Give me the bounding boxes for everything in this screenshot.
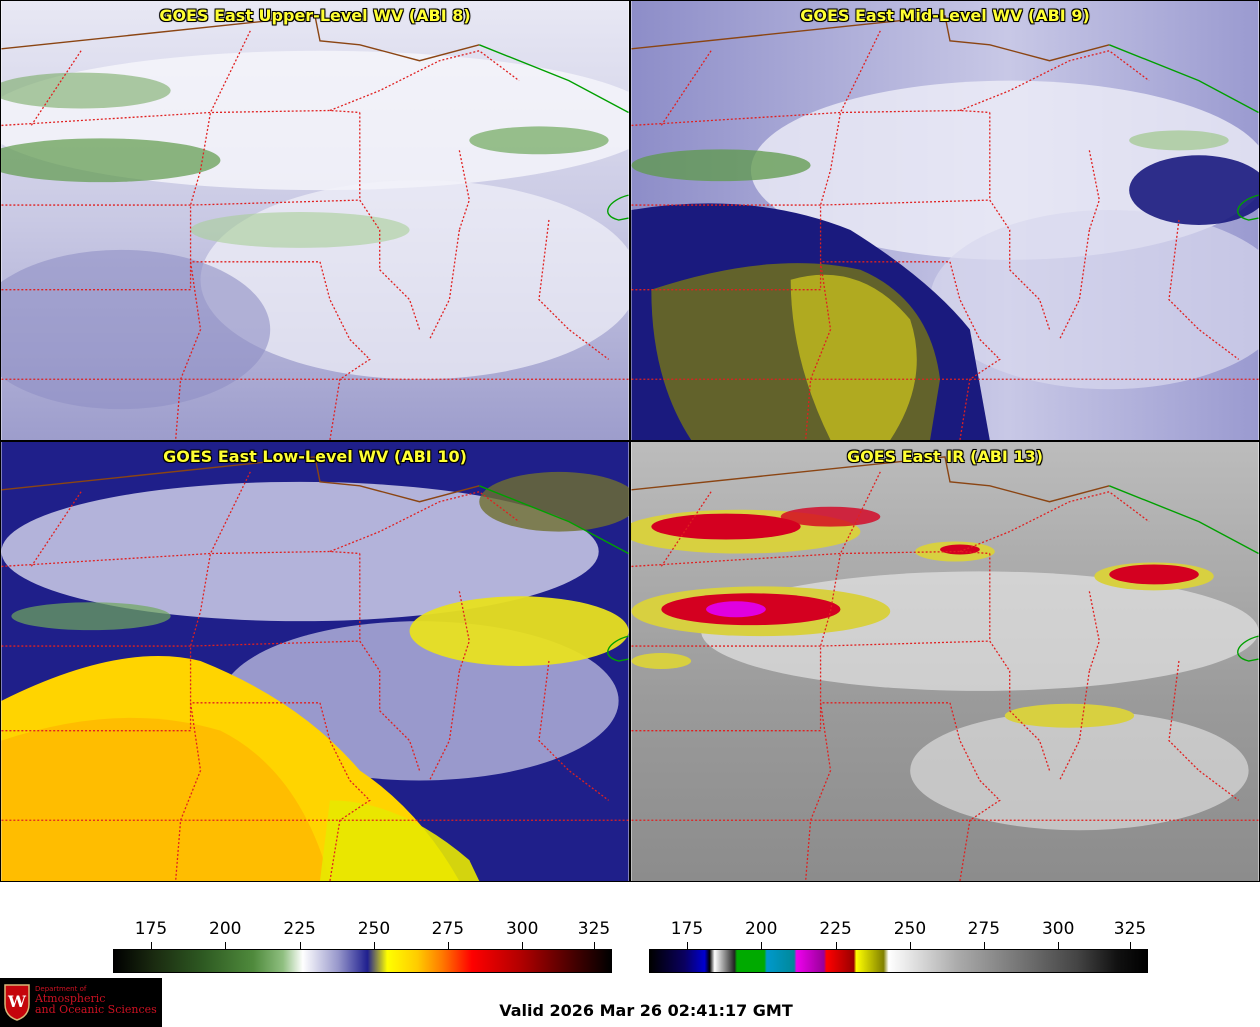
tick-mark [225,942,227,949]
tick-label: 250 [893,919,927,939]
ir-image [631,442,1259,881]
upper-level-wv-image [1,1,629,440]
tick-label: 325 [577,919,611,939]
tick-mark [835,942,837,949]
tick-mark [150,942,152,949]
tick-mark [909,942,911,949]
low-level-wv-image [1,442,629,881]
crest-letter: W [7,992,27,1011]
aos-logo: W Department of Atmospheric and Oceanic … [0,978,162,1027]
uw-crest-icon: W [4,984,30,1021]
colorbar-wv-gradient [113,949,612,973]
tick-mark [761,942,763,949]
tick-label: 325 [1113,919,1147,939]
tick-label: 300 [1041,919,1075,939]
panel-mid-level-wv: GOES East Mid-Level WV (ABI 9) [630,0,1260,441]
tick-label: 300 [505,919,539,939]
logo-line1: Atmospheric [35,992,106,1005]
mid-level-wv-image [631,1,1259,440]
tick-mark [686,942,688,949]
tick-label: 225 [283,919,316,939]
tick-label: 175 [134,919,168,939]
colorbar-ir-gradient [649,949,1148,973]
tick-label: 225 [819,919,852,939]
panel-title: GOES East Mid-Level WV (ABI 9) [800,6,1090,25]
colorbar-wv-ticks: 175 200 225 250 275 300 325 [113,915,612,951]
panel-title: GOES East Upper-Level WV (ABI 8) [159,6,471,25]
logo-text: Department of Atmospheric and Oceanic Sc… [35,985,157,1016]
panel-low-level-wv: GOES East Low-Level WV (ABI 10) [0,441,630,882]
colorbar-ir-ticks: 175 200 225 250 275 300 325 [649,915,1148,951]
tick-label: 275 [431,919,465,939]
panel-ir: GOES East IR (ABI 13) [630,441,1260,882]
tick-label: 250 [357,919,391,939]
logo-line2: and Oceanic Sciences [35,1003,157,1016]
tick-mark [522,942,524,949]
panel-title: GOES East Low-Level WV (ABI 10) [163,447,467,466]
tick-label: 175 [670,919,704,939]
tick-mark [1130,942,1132,949]
tick-mark [373,942,375,949]
colorbar-wv: 175 200 225 250 275 300 325 [113,915,612,975]
tick-mark [447,942,449,949]
tick-mark [983,942,985,949]
colorbar-ir: 175 200 225 250 275 300 325 [649,915,1148,975]
panel-title: GOES East IR (ABI 13) [846,447,1044,466]
valid-time: Valid 2026 Mar 26 02:41:17 GMT [499,1001,793,1020]
tick-mark [299,942,301,949]
logo-department: Department of [35,985,87,993]
tick-label: 200 [209,919,242,939]
panel-upper-level-wv: GOES East Upper-Level WV (ABI 8) [0,0,630,441]
tick-mark [1058,942,1060,949]
tick-label: 275 [967,919,1001,939]
tick-mark [594,942,596,949]
tick-label: 200 [745,919,778,939]
